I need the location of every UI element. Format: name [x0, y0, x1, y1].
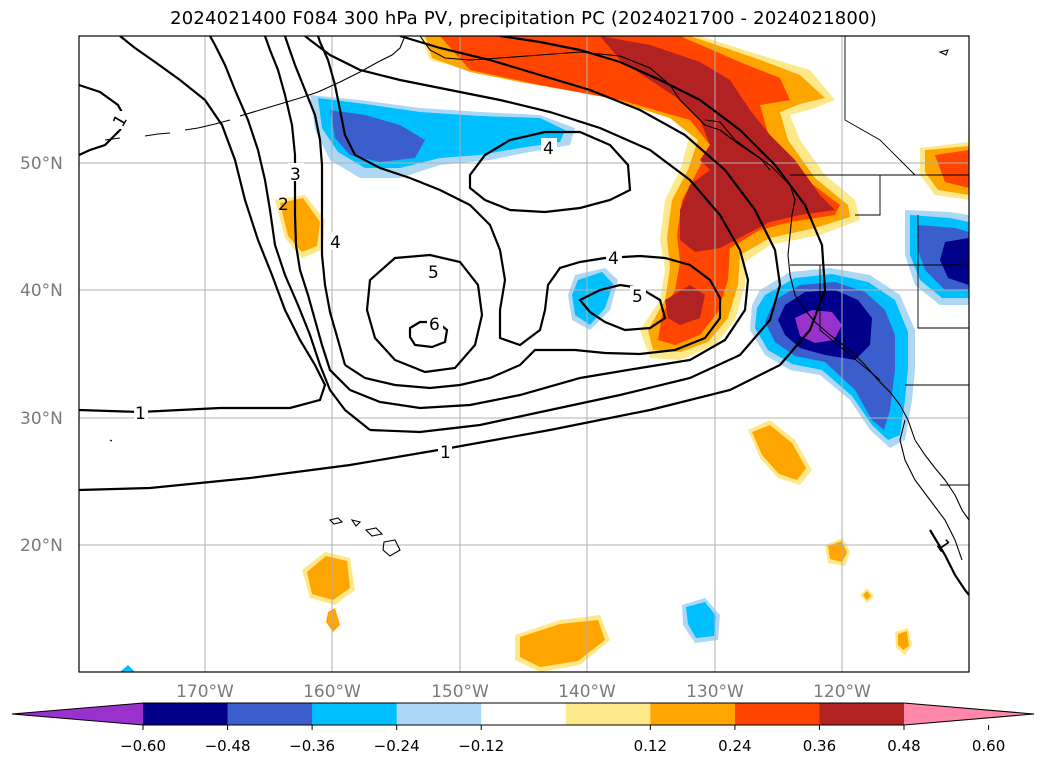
colorbar-segment: [819, 703, 905, 725]
colorbar-segment: [312, 703, 398, 725]
lat-label: 30°N: [20, 409, 63, 429]
lon-label: 120°W: [813, 682, 871, 702]
lat-label: 50°N: [20, 154, 63, 174]
contour-labels: 1 3 2 4 4 5 6 4 5 1 1 1: [109, 111, 954, 556]
lon-label: 160°W: [303, 682, 361, 702]
lat-label: 20°N: [20, 536, 63, 556]
colorbar-segment: [650, 703, 736, 725]
colorbar-tick-label: 0.24: [718, 737, 751, 755]
contour-label-1-south: 1: [440, 443, 451, 463]
colorbar-tick-label: 0.36: [803, 737, 836, 755]
contour-label-2: 2: [278, 195, 289, 215]
coastlines: [104, 36, 969, 561]
pv-contours: [79, 36, 969, 596]
colorbar-segment: [481, 703, 567, 725]
contour-label-4-west: 4: [330, 233, 341, 253]
contour-label-5-east: 5: [632, 287, 643, 307]
lon-label: 170°W: [176, 682, 234, 702]
colorbar-tick-label: 0.60: [972, 737, 1005, 755]
contour-label-4-north: 4: [543, 139, 554, 159]
contour-label-1-west: 1: [135, 404, 146, 424]
borders: [790, 36, 969, 486]
contour-label-5-west: 5: [428, 263, 439, 283]
colorbar-segment: [396, 703, 482, 725]
lon-label: 150°W: [431, 682, 489, 702]
colorbar-tick-label: −0.60: [120, 737, 166, 755]
plot-frame: [78, 35, 970, 673]
colorbar-segment: [734, 703, 820, 725]
latitude-labels: 50°N 40°N 30°N 20°N: [20, 154, 63, 556]
colorbar-extend-high: [904, 703, 1034, 725]
contour-label-3: 3: [290, 165, 301, 185]
colorbar-tick-label: −0.48: [205, 737, 251, 755]
colorbar-segment: [143, 703, 229, 725]
contour-label-6: 6: [429, 315, 440, 335]
contour-label-4-east: 4: [608, 249, 619, 269]
precip-shading: [120, 36, 969, 672]
colorbar-tick-label: −0.24: [374, 737, 420, 755]
longitude-labels: 170°W 160°W 150°W 140°W 130°W 120°W: [176, 682, 871, 702]
colorbar-tick-label: −0.36: [289, 737, 335, 755]
lon-label: 130°W: [686, 682, 744, 702]
colorbar-segment: [565, 703, 651, 725]
colorbar-tick-label: −0.12: [458, 737, 504, 755]
gridlines: [79, 36, 969, 672]
colorbar-extend-low: [12, 703, 143, 725]
lat-label: 40°N: [20, 281, 63, 301]
colorbar-segment: [227, 703, 313, 725]
colorbar-tick-label: 0.12: [634, 737, 667, 755]
colorbar-tick-label: 0.48: [887, 737, 920, 755]
colorbar: −0.60 −0.48 −0.36 −0.24 −0.12 0.12 0.24 0.36 0.4…: [11, 702, 1035, 755]
lon-label: 140°W: [558, 682, 616, 702]
map-title: 2024021400 F084 300 hPa PV, precipitatio…: [170, 8, 877, 29]
